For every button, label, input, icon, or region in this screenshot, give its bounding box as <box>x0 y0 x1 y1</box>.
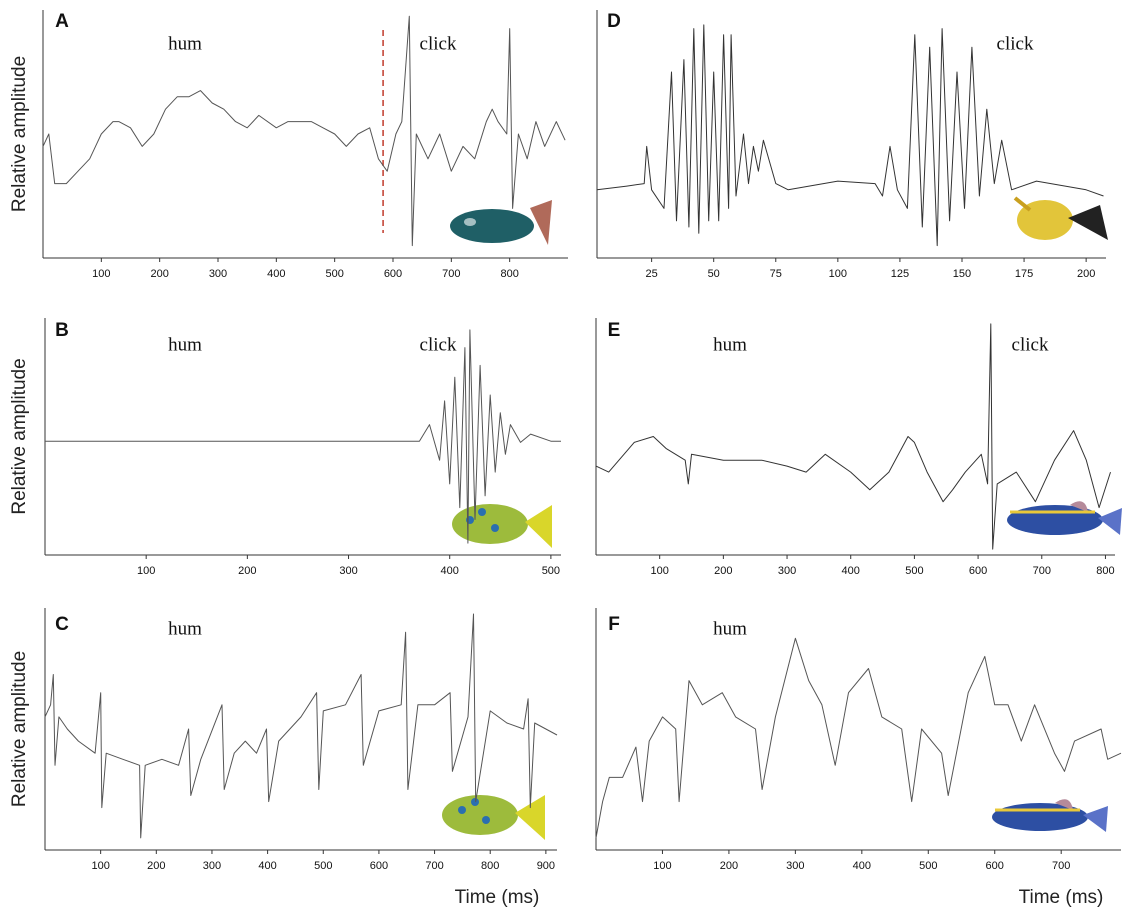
x-tick-label: 700 <box>1052 860 1070 872</box>
x-axis-label: Time (ms) <box>1019 887 1104 908</box>
y-axis-label: Relative amplitude <box>9 651 30 807</box>
x-tick-label: 600 <box>370 860 388 872</box>
x-tick-label: 300 <box>209 268 227 280</box>
x-tick-label: 400 <box>267 268 285 280</box>
x-tick-label: 500 <box>919 860 937 872</box>
panel-letter: A <box>55 11 69 32</box>
panel-letter: F <box>608 614 620 635</box>
x-tick-label: 800 <box>481 860 499 872</box>
waveform <box>595 637 1122 838</box>
x-tick-label: 500 <box>905 565 923 577</box>
fish-d <box>1013 196 1108 240</box>
x-tick-label: 100 <box>91 860 109 872</box>
annotation: click <box>997 33 1034 54</box>
fish-e <box>1007 501 1122 535</box>
x-tick-label: 900 <box>537 860 555 872</box>
x-tick-label: 400 <box>853 860 871 872</box>
x-tick-label: 200 <box>714 565 732 577</box>
x-tick-label: 25 <box>645 268 657 280</box>
panel-letter: E <box>608 320 621 341</box>
x-tick-label: 500 <box>314 860 332 872</box>
panel-letter: B <box>55 320 69 341</box>
x-tick-label: 700 <box>1033 565 1051 577</box>
annotation: hum <box>713 334 747 355</box>
waveform <box>42 15 566 247</box>
waveform <box>596 24 1104 247</box>
waveform <box>595 323 1111 550</box>
x-tick-label: 200 <box>238 565 256 577</box>
panel-letter: C <box>55 614 69 635</box>
x-tick-label: 100 <box>651 565 669 577</box>
x-tick-label: 200 <box>720 860 738 872</box>
x-tick-label: 300 <box>203 860 221 872</box>
x-tick-label: 400 <box>842 565 860 577</box>
x-tick-label: 175 <box>1015 268 1033 280</box>
x-tick-label: 300 <box>339 565 357 577</box>
x-tick-label: 600 <box>384 268 402 280</box>
x-tick-label: 100 <box>137 565 155 577</box>
x-tick-label: 200 <box>147 860 165 872</box>
y-axis-label: Relative amplitude <box>9 358 30 514</box>
fish-c <box>442 795 545 840</box>
x-tick-label: 50 <box>708 268 720 280</box>
annotation: hum <box>168 33 202 54</box>
annotation: click <box>1012 334 1049 355</box>
x-tick-label: 100 <box>653 860 671 872</box>
x-tick-label: 200 <box>150 268 168 280</box>
x-tick-label: 600 <box>969 565 987 577</box>
fish-f <box>992 799 1108 832</box>
x-tick-label: 300 <box>778 565 796 577</box>
annotation: click <box>420 33 457 54</box>
x-axis-label: Time (ms) <box>455 887 540 908</box>
annotation: hum <box>168 334 202 355</box>
panel-letter: D <box>607 11 621 32</box>
y-axis-label: Relative amplitude <box>9 56 30 212</box>
x-tick-label: 700 <box>442 268 460 280</box>
x-tick-label: 200 <box>1077 268 1095 280</box>
x-tick-label: 600 <box>986 860 1004 872</box>
x-tick-label: 700 <box>425 860 443 872</box>
x-tick-label: 150 <box>953 268 971 280</box>
waveform <box>44 613 558 839</box>
x-tick-label: 400 <box>258 860 276 872</box>
x-tick-label: 125 <box>891 268 909 280</box>
waveform <box>45 329 561 544</box>
x-tick-label: 800 <box>1096 565 1114 577</box>
x-tick-label: 100 <box>829 268 847 280</box>
x-tick-label: 300 <box>786 860 804 872</box>
annotation: hum <box>168 618 202 639</box>
fish-b <box>452 504 552 548</box>
x-tick-label: 100 <box>92 268 110 280</box>
x-tick-label: 800 <box>500 268 518 280</box>
x-tick-label: 500 <box>542 565 560 577</box>
fish-a <box>450 200 552 245</box>
annotation: hum <box>713 618 747 639</box>
x-tick-label: 400 <box>441 565 459 577</box>
annotation: click <box>420 334 457 355</box>
x-tick-label: 500 <box>325 268 343 280</box>
x-tick-label: 75 <box>770 268 782 280</box>
